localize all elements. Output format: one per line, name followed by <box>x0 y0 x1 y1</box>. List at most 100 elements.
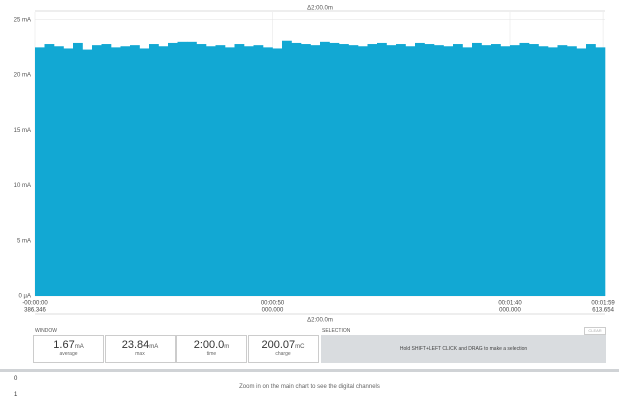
selection-title: SELECTION <box>322 328 351 334</box>
x-tick-label: 00:01:59 <box>591 301 615 307</box>
bar <box>576 48 587 297</box>
bar <box>263 47 273 297</box>
bar <box>111 47 121 297</box>
stat-box: 200.07mC charge <box>247 335 319 363</box>
bar <box>510 45 520 297</box>
delta-label: Δ2:00.0m <box>307 6 333 12</box>
bar <box>396 44 406 296</box>
bar <box>339 44 349 296</box>
bar <box>415 42 425 296</box>
stat-box: 23.84mA max <box>104 335 176 363</box>
x-tick-label: 00:01:40 <box>498 301 522 307</box>
bar <box>586 44 596 296</box>
stat-label: max <box>135 351 145 357</box>
bar <box>139 48 150 297</box>
bar <box>320 41 330 296</box>
stat-value: 23.84mA <box>106 339 175 351</box>
bar <box>453 44 463 296</box>
clear-button[interactable]: CLEAR <box>584 327 606 335</box>
bar <box>301 44 311 296</box>
stat-number: 1.67 <box>53 339 75 351</box>
bar <box>329 42 340 296</box>
bar <box>272 48 283 297</box>
bar <box>481 45 492 297</box>
bar <box>234 44 245 296</box>
bar <box>44 44 55 296</box>
digital-hint: Zoom in on the main chart to see the dig… <box>239 384 380 390</box>
stat-number: 200.07 <box>261 339 296 351</box>
bar <box>130 45 140 297</box>
bar <box>92 45 102 297</box>
x-tick-sublabel: 000.000 <box>262 308 284 314</box>
bar <box>225 47 235 297</box>
window-title: WINDOW <box>35 328 57 334</box>
bar <box>519 42 530 296</box>
channel-label: 0 <box>14 376 18 382</box>
stat-box: 2:00.0m time <box>176 335 247 363</box>
bar <box>595 47 606 297</box>
bar <box>158 46 169 297</box>
bar <box>253 45 264 297</box>
bar <box>82 49 93 296</box>
stat-label: time <box>206 351 217 357</box>
stat-unit: mA <box>74 344 84 350</box>
x-tick-sublabel: 386.346 <box>24 308 46 314</box>
bar <box>538 46 549 297</box>
y-tick-label: 20 mA <box>14 73 31 79</box>
delta-label: Δ2:00.0m <box>307 318 333 324</box>
bar <box>73 42 83 296</box>
bar <box>63 48 74 297</box>
y-tick-label: 0 µA <box>19 294 31 300</box>
x-tick-sublabel: 000.000 <box>499 308 521 314</box>
bar <box>529 44 539 296</box>
x-tick-label: -00:00:00 <box>22 301 48 307</box>
bar <box>168 42 178 296</box>
x-tick-sublabel: 613.654 <box>592 308 614 314</box>
y-tick-label: 5 mA <box>17 238 31 244</box>
bar <box>282 40 292 296</box>
stat-value: 1.67mA <box>34 339 103 351</box>
stat-unit: mA <box>149 344 159 350</box>
bar <box>557 45 568 297</box>
stat-box: 1.67mA average <box>33 335 104 363</box>
bar <box>54 46 64 297</box>
y-tick-label: 15 mA <box>14 128 31 134</box>
bar <box>187 41 197 296</box>
bar <box>405 46 416 297</box>
bar <box>310 45 321 297</box>
stat-label: charge <box>275 351 291 357</box>
bar <box>386 45 397 297</box>
bar <box>358 46 368 297</box>
bar <box>500 46 511 297</box>
bar <box>472 42 482 296</box>
divider <box>0 369 619 372</box>
stat-unit: mC <box>295 344 305 350</box>
bar <box>434 45 444 297</box>
bar <box>101 44 112 296</box>
bar <box>206 46 216 297</box>
stat-unit: m <box>224 344 230 350</box>
bar <box>35 47 45 297</box>
bar <box>177 41 188 296</box>
chart: Δ2:00.0m Δ2:00.0m 0 µA 5 mA 10 mA 15 mA 20 m… <box>14 6 616 324</box>
bar <box>291 42 302 296</box>
bar <box>462 47 473 297</box>
bar <box>377 42 387 296</box>
bar <box>424 44 435 296</box>
selection-hint[interactable]: Hold SHIFT+LEFT CLICK and DRAG to make a… <box>321 335 606 363</box>
bar <box>215 45 226 297</box>
bar <box>244 46 254 297</box>
channel-label: 1 <box>14 392 18 398</box>
bar <box>149 44 159 296</box>
bar <box>548 47 558 297</box>
stat-label: average <box>59 351 78 357</box>
stat-value: 200.07mC <box>249 339 318 351</box>
bar <box>196 44 207 296</box>
x-tick-label: 00:00:50 <box>261 301 285 307</box>
bar <box>443 46 454 297</box>
bar <box>348 45 359 297</box>
bar <box>567 46 577 297</box>
bar <box>120 46 131 297</box>
y-tick-label: 10 mA <box>14 183 31 189</box>
